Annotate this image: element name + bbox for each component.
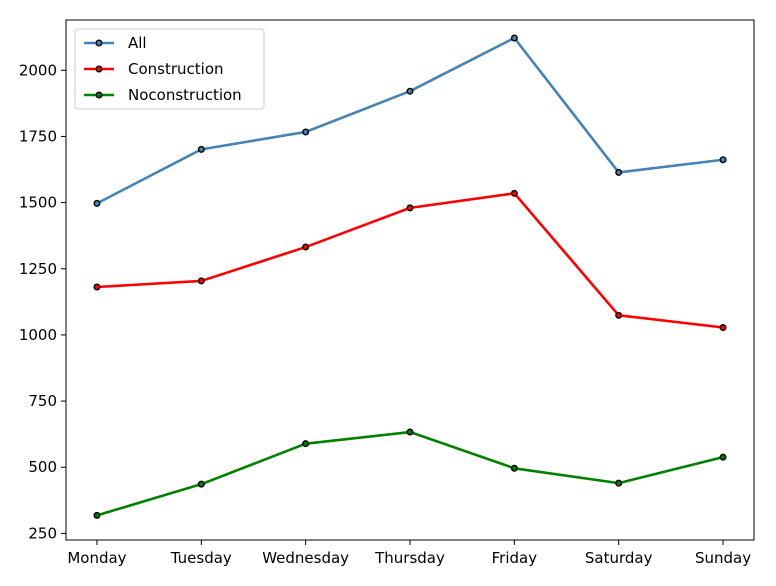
y-tick-label: 1500 (19, 194, 57, 212)
legend-box (74, 28, 265, 110)
y-tick-label: 750 (28, 392, 57, 410)
data-point-construction-saturday (615, 311, 623, 319)
plot-area (93, 34, 727, 519)
data-point-noconstruction-tuesday (197, 480, 205, 488)
y-tick-label: 1000 (19, 326, 57, 344)
data-point-noconstruction-monday (93, 511, 101, 519)
x-tick-label: Thursday (374, 549, 445, 567)
x-tick-label: Sunday (695, 549, 751, 567)
data-point-all-thursday (406, 87, 414, 95)
legend-marker-all (95, 39, 103, 47)
y-tick-label: 2000 (19, 61, 57, 79)
y-tick-label: 1750 (19, 127, 57, 145)
data-point-construction-wednesday (302, 243, 310, 251)
data-point-noconstruction-thursday (406, 428, 414, 436)
legend-marker-construction (95, 65, 103, 73)
data-point-noconstruction-friday (510, 464, 518, 472)
data-point-noconstruction-wednesday (302, 440, 310, 448)
data-point-construction-tuesday (197, 277, 205, 285)
data-point-noconstruction-sunday (719, 453, 727, 461)
x-tick-label: Saturday (585, 549, 653, 567)
data-point-all-monday (93, 199, 101, 207)
data-point-all-sunday (719, 156, 727, 164)
legend-label-all: All (128, 34, 147, 52)
legend-label-construction: Construction (128, 60, 224, 78)
data-point-all-friday (510, 34, 518, 42)
y-tick-label: 1250 (19, 260, 57, 278)
data-point-noconstruction-saturday (615, 479, 623, 487)
x-tick-label: Tuesday (170, 549, 232, 567)
y-tick-label: 500 (28, 458, 57, 476)
data-point-construction-thursday (406, 204, 414, 212)
data-point-construction-sunday (719, 324, 727, 332)
legend: All Construction Noconstruction (74, 28, 265, 110)
y-tick-label: 250 (28, 524, 57, 542)
data-point-all-saturday (615, 168, 623, 176)
data-point-construction-monday (93, 283, 101, 291)
x-tick-label: Monday (67, 549, 126, 567)
x-tick-label: Wednesday (262, 549, 349, 567)
legend-marker-noconstruction (95, 91, 103, 99)
data-point-construction-friday (510, 189, 518, 197)
axes: 250 500 750 1000 1250 1500 1750 2000 Monday Tuesd… (19, 19, 755, 567)
legend-label-noconstruction: Noconstruction (128, 86, 242, 104)
x-tick-label: Friday (492, 549, 538, 567)
data-point-all-tuesday (197, 145, 205, 153)
data-point-all-wednesday (302, 128, 310, 136)
